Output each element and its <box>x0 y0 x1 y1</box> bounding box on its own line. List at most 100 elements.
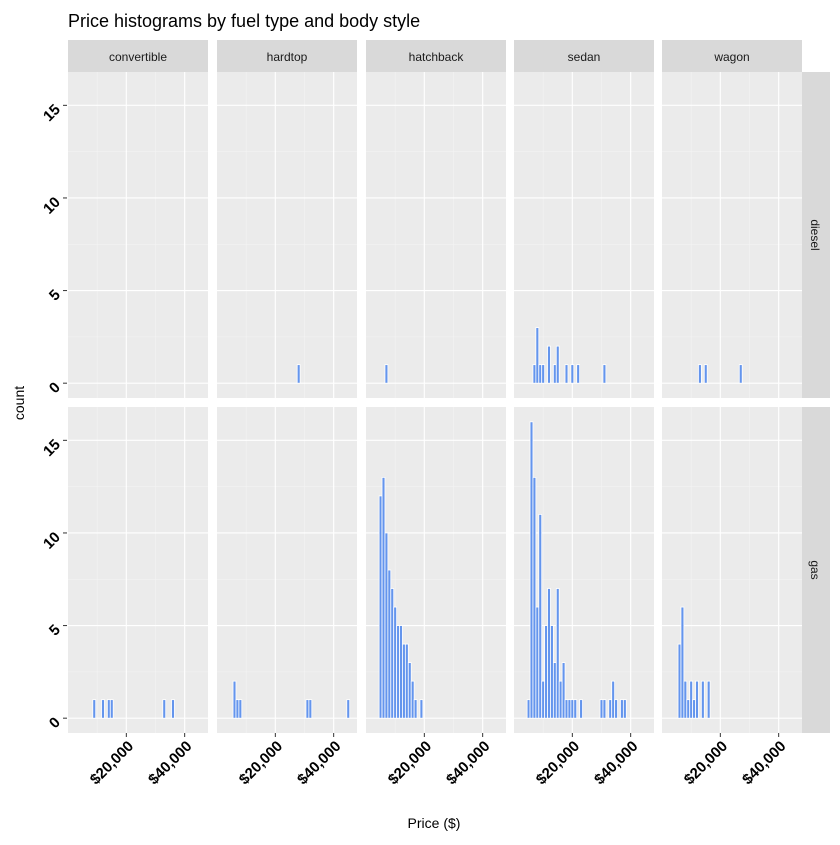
histogram-bar <box>410 680 415 719</box>
histogram-bar <box>419 699 424 719</box>
panel-gas-convertible <box>68 407 208 733</box>
panel-gas-hardtop <box>217 407 357 733</box>
histogram-bar <box>677 643 682 719</box>
histogram-bar <box>238 699 243 719</box>
x-axis-hatchback: $20,000 $40,000 <box>385 733 493 788</box>
x-tick-label: $40,000 <box>591 738 641 788</box>
histogram-bar <box>599 699 604 719</box>
y-tick-label: 5 <box>46 621 64 639</box>
histogram-bar <box>235 699 240 719</box>
strip-label: convertible <box>109 50 167 64</box>
strip-label: sedan <box>568 50 601 64</box>
panel-background <box>217 407 357 733</box>
row-strip-gas: gas <box>800 407 830 733</box>
histogram-bar <box>692 699 696 719</box>
strip-background <box>217 40 357 72</box>
histogram-bar <box>570 699 575 719</box>
x-axis-convertible: $20,000 $40,000 <box>87 733 195 788</box>
x-tick-label: $40,000 <box>443 738 493 788</box>
histogram-bar <box>558 680 563 719</box>
histogram-bar <box>567 699 572 719</box>
strip-label: hatchback <box>409 50 465 64</box>
histogram-bar <box>602 364 607 384</box>
strip-hatchback: hatchback <box>366 40 506 72</box>
histogram-bar <box>92 699 97 719</box>
histogram-bar <box>573 699 578 719</box>
strip-background <box>514 40 654 72</box>
histogram-bar <box>547 345 551 384</box>
strip-wagon: wagon <box>662 40 802 72</box>
x-tick-label: $20,000 <box>236 738 286 788</box>
x-axis-sedan: $20,000 $40,000 <box>533 733 641 788</box>
histogram-bar <box>550 625 554 719</box>
x-tick-label: $40,000 <box>145 738 195 788</box>
y-tick-label: 0 <box>46 379 64 397</box>
histogram-bar <box>552 662 557 719</box>
histogram-bar <box>532 476 537 719</box>
strip-label: wagon <box>713 50 749 64</box>
histogram-bar <box>296 364 301 384</box>
y-tick-label: 0 <box>46 714 64 732</box>
panel-diesel-convertible <box>68 72 208 398</box>
strip-label: hardtop <box>267 50 308 64</box>
histogram-bar <box>109 699 114 719</box>
strip-hardtop: hardtop <box>217 40 357 72</box>
panels-layer: convertible hardtop hatchback sedan wagon die… <box>68 40 830 733</box>
y-tick-label: 15 <box>40 436 64 460</box>
row-strip-label: diesel <box>808 219 822 250</box>
y-tick-label: 10 <box>40 194 64 218</box>
x-tick-label: $40,000 <box>739 738 789 788</box>
histogram-bar <box>555 345 560 384</box>
panel-diesel-hardtop <box>217 72 357 398</box>
strip-sedan: sedan <box>514 40 654 72</box>
y-axis-gas: 0 5 10 15 <box>40 436 67 732</box>
histogram-bar <box>698 364 702 384</box>
y-tick-label: 10 <box>40 529 64 553</box>
row-strip-background <box>800 72 830 398</box>
x-tick-label: $20,000 <box>681 738 731 788</box>
strip-background <box>366 40 506 72</box>
histogram-bar <box>611 680 616 719</box>
x-axis-hardtop: $20,000 $40,000 <box>236 733 344 788</box>
histogram-bar <box>552 364 557 384</box>
histogram-bar <box>538 514 543 719</box>
histogram-bar <box>384 364 389 384</box>
histogram-bar <box>529 421 534 719</box>
x-tick-label: $20,000 <box>533 738 583 788</box>
histogram-bar <box>384 532 389 719</box>
histogram-bar <box>703 364 708 384</box>
histogram-bar <box>564 699 569 719</box>
panel-background <box>514 72 654 398</box>
x-tick-label: $20,000 <box>385 738 435 788</box>
histogram-bar <box>526 699 531 719</box>
histogram-bar <box>541 680 546 719</box>
histogram-bar <box>579 699 583 719</box>
panel-background <box>217 72 357 398</box>
strip-background <box>662 40 802 72</box>
histogram-bar <box>686 699 691 719</box>
y-tick-label: 15 <box>40 101 64 125</box>
histogram-bar <box>564 364 569 384</box>
panel-background <box>366 72 506 398</box>
histogram-bar <box>171 699 175 719</box>
histogram-bar <box>387 569 392 719</box>
histogram-bar <box>541 364 546 384</box>
histogram-bar <box>576 364 581 384</box>
histogram-bar <box>614 699 618 719</box>
x-axis-wagon: $20,000 $40,000 <box>681 733 789 788</box>
histogram-bar <box>555 588 560 719</box>
histogram-bar <box>532 364 537 384</box>
histogram-bar <box>622 699 627 719</box>
histogram-bar <box>544 625 548 719</box>
histogram-bar <box>620 699 624 719</box>
panel-background <box>68 407 208 733</box>
histogram-bar <box>413 699 418 719</box>
histogram-bar <box>381 476 386 719</box>
x-tick-label: $40,000 <box>294 738 344 788</box>
histogram-bar <box>101 699 105 719</box>
histogram-bar <box>547 588 551 719</box>
histogram-bar <box>402 643 406 719</box>
panel-gas-sedan <box>514 407 654 733</box>
histogram-bar <box>106 699 111 719</box>
